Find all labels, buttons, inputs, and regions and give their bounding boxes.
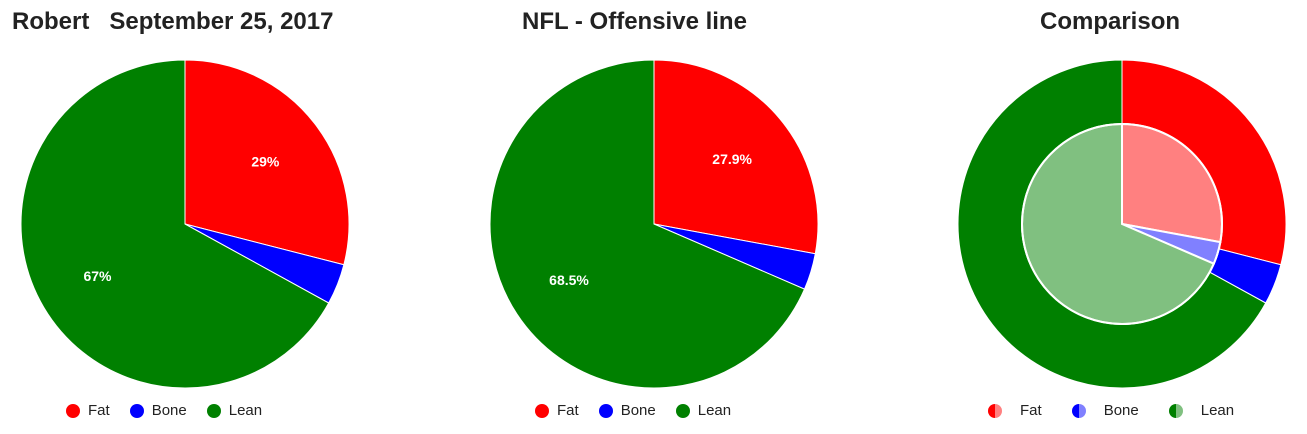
- legend-label: Bone: [1103, 402, 1139, 419]
- legend-item-bone[interactable]: Bone: [129, 402, 187, 419]
- title-name: Robert: [12, 8, 90, 35]
- legend-label: Lean: [697, 402, 732, 419]
- chart-robert: Robert September 25, 2017 29% 67% Fat Bone…: [0, 0, 370, 434]
- legend-label: Fat: [1020, 402, 1042, 419]
- data-label-lean: 68.5%: [549, 272, 589, 288]
- legend-item-fat[interactable]: Fat: [535, 402, 579, 419]
- legend-swatch-lean: [206, 403, 221, 418]
- legend-swatch-lean: [1168, 403, 1183, 418]
- data-label-lean: 67%: [83, 268, 112, 284]
- legend-item-lean[interactable]: Lean: [675, 402, 732, 419]
- legend: Fat Bone Lean: [988, 402, 1234, 419]
- legend-label: Lean: [228, 402, 263, 419]
- legend-label: Fat: [88, 402, 110, 419]
- title-date: September 25, 2017: [109, 8, 334, 35]
- legend-swatch-fat: [535, 403, 549, 418]
- legend-item-bone[interactable]: Bone: [598, 402, 656, 419]
- data-label-fat: 27.9%: [712, 151, 752, 167]
- legend-swatch-bone: [1071, 403, 1086, 418]
- legend: Fat Bone Lean: [535, 402, 731, 419]
- legend-swatch-fat: [988, 403, 1002, 418]
- chart-title: Comparison: [1040, 8, 1181, 35]
- pie-slice-lean[interactable]: [489, 59, 806, 389]
- legend-label: Fat: [557, 402, 579, 419]
- data-label-fat: 29%: [251, 154, 280, 170]
- legend-item-bone[interactable]: Bone: [1071, 402, 1139, 419]
- pie-slice-fat[interactable]: [653, 59, 819, 255]
- legend: Fat Bone Lean: [66, 402, 262, 419]
- inner-ring-border: [1021, 123, 1223, 325]
- legend-item-fat[interactable]: Fat: [988, 402, 1042, 419]
- legend-swatch-fat: [66, 403, 80, 418]
- legend-label: Bone: [620, 402, 656, 419]
- legend-label: Bone: [151, 402, 187, 419]
- legend-item-lean[interactable]: Lean: [1168, 402, 1235, 419]
- legend-item-lean[interactable]: Lean: [206, 402, 263, 419]
- legend-swatch-lean: [675, 403, 690, 418]
- legend-swatch-bone: [129, 403, 144, 418]
- chart-title: NFL - Offensive line: [522, 8, 747, 35]
- pie-chart-robert: 29% 67%: [20, 59, 350, 389]
- pie-slice-fat[interactable]: [184, 59, 350, 266]
- pie-slice-lean[interactable]: [20, 59, 330, 389]
- chart-title: Robert September 25, 2017: [12, 8, 333, 36]
- legend-swatch-bone: [598, 403, 613, 418]
- legend-label: Lean: [1200, 402, 1235, 419]
- legend-item-fat[interactable]: Fat: [66, 402, 110, 419]
